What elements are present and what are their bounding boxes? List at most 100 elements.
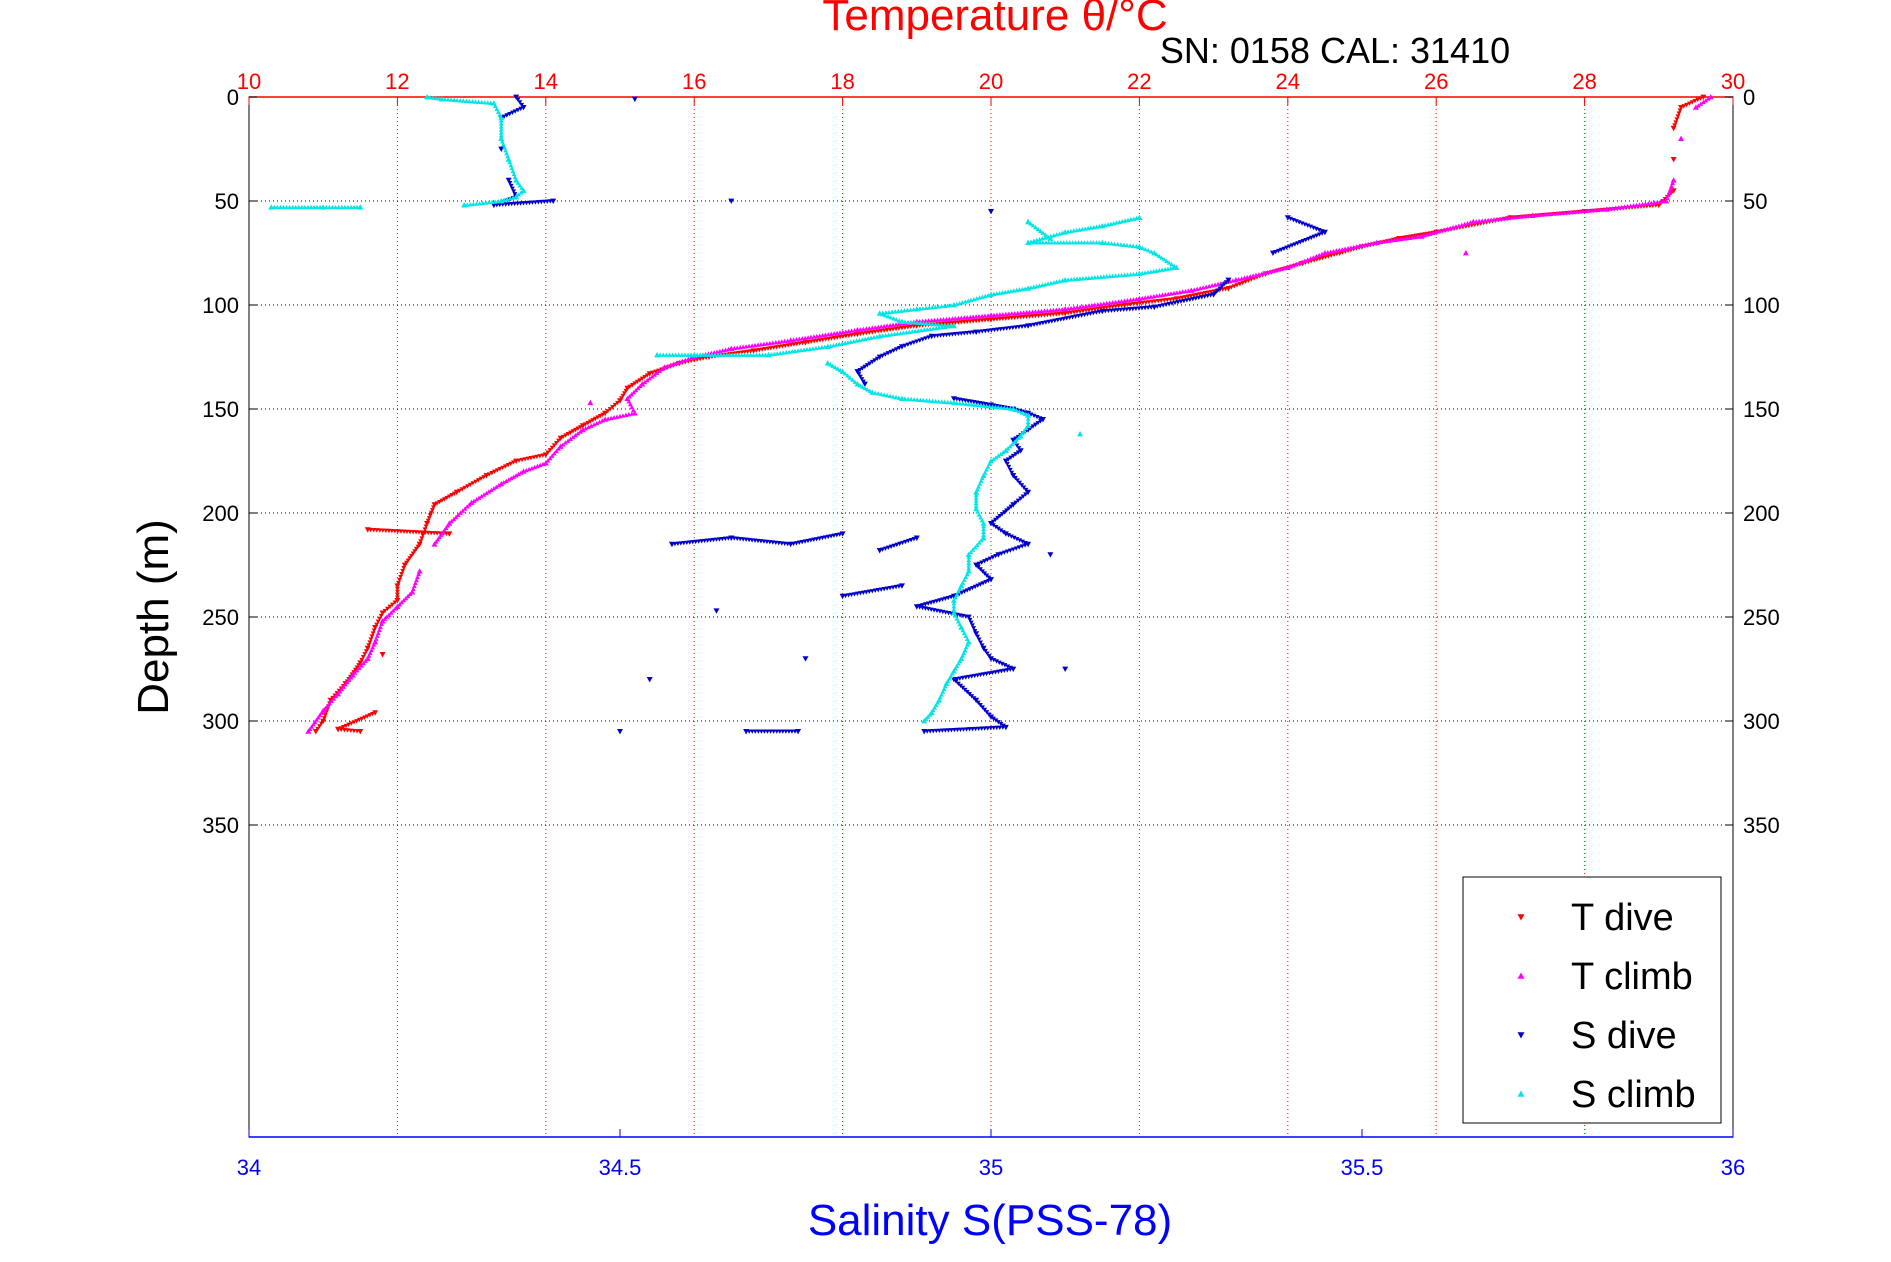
- data-point: [1321, 250, 1328, 256]
- data-point: [685, 356, 691, 361]
- data-point: [1116, 299, 1122, 304]
- data-point: [441, 497, 447, 502]
- data-point: [942, 324, 948, 329]
- data-point: [348, 204, 354, 210]
- data-point: [427, 513, 433, 518]
- data-point: [966, 554, 972, 560]
- data-point: [995, 552, 1002, 558]
- data-point: [801, 347, 807, 352]
- data-point: [982, 707, 988, 713]
- data-point: [387, 604, 393, 609]
- data-point: [1013, 407, 1019, 413]
- data-point: [518, 106, 524, 112]
- data-point: [594, 420, 600, 426]
- data-point: [886, 309, 892, 315]
- data-point: [966, 557, 972, 563]
- data-point: [1002, 531, 1009, 537]
- data-point: [1574, 209, 1580, 214]
- data-point: [929, 305, 935, 310]
- data-point: [602, 416, 609, 422]
- data-point: [1047, 308, 1053, 313]
- data-point: [889, 332, 894, 337]
- data-point: [962, 299, 968, 304]
- data-point: [517, 100, 523, 105]
- data-point: [740, 344, 746, 349]
- data-point: [1142, 246, 1148, 252]
- data-point: [960, 300, 965, 305]
- data-point: [974, 542, 980, 548]
- data-point: [737, 345, 743, 350]
- data-point: [882, 352, 888, 357]
- data-point: [1404, 236, 1409, 241]
- data-point: [795, 729, 802, 735]
- data-point: [620, 413, 626, 418]
- data-point: [1125, 217, 1131, 223]
- data-point: [470, 481, 476, 486]
- data-point: [796, 336, 802, 341]
- data-point: [761, 341, 767, 347]
- data-point: [338, 727, 344, 733]
- data-point: [685, 352, 691, 357]
- data-point: [966, 560, 972, 565]
- data-point: [839, 368, 846, 374]
- data-point: [847, 375, 853, 380]
- data-point: [498, 133, 504, 138]
- data-point: [1005, 664, 1011, 669]
- data-point: [462, 506, 468, 511]
- data-point: [1015, 478, 1020, 483]
- data-point: [503, 478, 509, 484]
- data-point: [752, 538, 758, 543]
- data-point: [1088, 225, 1094, 230]
- data-point: [385, 606, 390, 612]
- data-point: [597, 419, 602, 424]
- data-point: [831, 331, 837, 336]
- data-point: [999, 661, 1005, 667]
- data-point: [415, 544, 421, 549]
- data-point: [993, 553, 999, 559]
- data-point: [942, 322, 948, 327]
- data-point: [1017, 287, 1022, 292]
- data-point: [1059, 230, 1065, 235]
- data-point: [529, 465, 535, 471]
- data-point: [494, 106, 500, 111]
- data-point: [978, 640, 984, 645]
- data-point: [1142, 295, 1148, 300]
- data-point: [1008, 455, 1014, 460]
- data-point: [901, 330, 906, 335]
- data-point: [876, 354, 883, 360]
- data-point: [915, 328, 921, 333]
- data-point: [908, 319, 914, 325]
- data-point: [1021, 310, 1027, 315]
- data-point: [1077, 304, 1083, 309]
- legend-label: S dive: [1571, 1015, 1677, 1057]
- data-point: [920, 306, 926, 311]
- data-point: [454, 97, 460, 103]
- data-point: [509, 201, 515, 207]
- data-point: [1125, 298, 1130, 303]
- data-point: [1002, 447, 1009, 453]
- data-point: [891, 348, 897, 353]
- data-point: [911, 320, 917, 325]
- data-point: [1122, 218, 1128, 223]
- data-point: [948, 302, 954, 308]
- data-point: [966, 563, 972, 568]
- data-point: [293, 204, 299, 210]
- data-point: [1037, 283, 1042, 288]
- data-point: [1296, 260, 1302, 265]
- data-point: [1034, 414, 1040, 420]
- data-point: [427, 95, 433, 100]
- data-point: [327, 701, 332, 706]
- data-point: [1083, 303, 1089, 309]
- top-tick-label: 26: [1424, 69, 1448, 94]
- data-point: [972, 628, 978, 634]
- chart-title: Temperature θ/°C: [822, 0, 1167, 40]
- data-point: [498, 121, 504, 126]
- data-point: [990, 404, 995, 409]
- data-point: [933, 321, 938, 327]
- data-point: [1020, 494, 1026, 499]
- data-point: [970, 623, 975, 628]
- data-point: [1360, 243, 1365, 248]
- data-point: [1021, 485, 1027, 490]
- data-point: [961, 630, 967, 636]
- data-point: [837, 330, 843, 335]
